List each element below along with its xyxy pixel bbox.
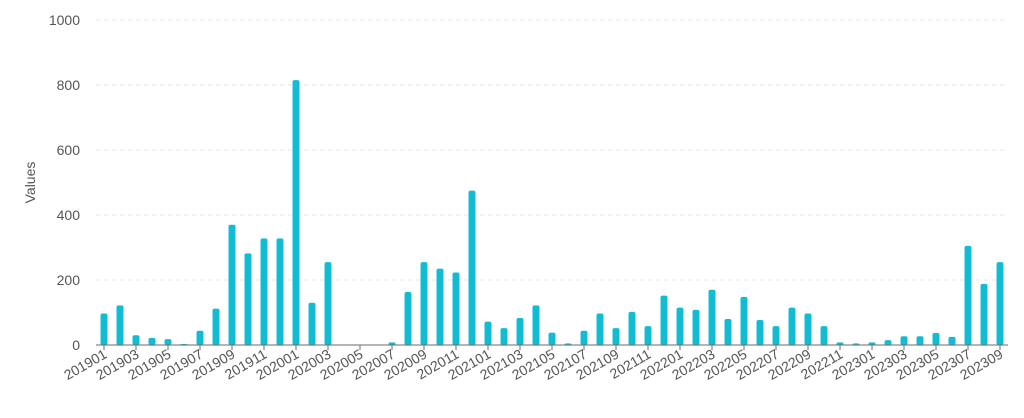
- bar-202208: [788, 307, 796, 345]
- bar-202012: [468, 190, 476, 345]
- bar-202107: [580, 330, 588, 345]
- bar-202306: [948, 336, 956, 345]
- bar-202109: [612, 328, 620, 345]
- bar-202003: [324, 262, 332, 345]
- bar-202211: [836, 342, 844, 345]
- y-tick-label: 200: [57, 272, 81, 288]
- bar-202302: [884, 340, 892, 345]
- bar-202007: [388, 342, 396, 345]
- bar-201911: [260, 238, 268, 345]
- bar-201908: [212, 308, 220, 345]
- y-tick-label: 0: [72, 337, 80, 353]
- bar-202110: [628, 311, 636, 345]
- bar-202207: [772, 326, 780, 345]
- bar-202009: [420, 262, 428, 345]
- bar-202108: [596, 313, 604, 345]
- bar-202103: [516, 318, 524, 345]
- bar-202112: [660, 295, 668, 345]
- bar-201912: [276, 238, 284, 345]
- bar-201907: [196, 330, 204, 345]
- bar-202303: [900, 336, 908, 345]
- bar-202301: [868, 342, 876, 345]
- bar-201901: [100, 313, 108, 345]
- x-axis-ticks: 2019012019032019052019072019092019112020…: [61, 345, 1006, 383]
- bar-201903: [132, 335, 140, 345]
- bar-202308: [980, 283, 988, 345]
- bar-201905: [164, 339, 172, 345]
- bar-202111: [644, 326, 652, 345]
- bar-202205: [740, 296, 748, 345]
- y-tick-label: 1000: [49, 12, 80, 28]
- bar-201910: [244, 253, 252, 345]
- bar-201909: [228, 224, 236, 345]
- bar-202002: [308, 302, 316, 345]
- bar-202102: [500, 328, 508, 345]
- bar-202011: [452, 272, 460, 345]
- y-tick-label: 800: [57, 77, 81, 93]
- bar-201904: [148, 337, 156, 345]
- bar-202204: [724, 319, 732, 345]
- bar-202001: [292, 80, 300, 345]
- bar-202304: [916, 336, 924, 345]
- bar-201902: [116, 305, 124, 345]
- y-axis-ticks: 0 200 400 600 800 1000: [49, 12, 80, 353]
- bar-202104: [532, 305, 540, 345]
- bar-202105: [548, 332, 556, 345]
- bar-202201: [676, 307, 684, 345]
- bar-202010: [436, 268, 444, 345]
- bar-202307: [964, 245, 972, 345]
- bar-202305: [932, 332, 940, 345]
- y-tick-label: 400: [57, 207, 81, 223]
- bar-202202: [692, 309, 700, 345]
- y-axis-title: Values: [22, 162, 38, 204]
- bar-202203: [708, 289, 716, 345]
- bar-202008: [404, 292, 412, 345]
- bar-202206: [756, 319, 764, 345]
- bar-202101: [484, 321, 492, 345]
- bar-202209: [804, 313, 812, 345]
- gridlines: [96, 19, 1008, 281]
- y-tick-label: 600: [57, 142, 81, 158]
- bar-series: [100, 80, 1004, 345]
- bar-202210: [820, 326, 828, 345]
- bar-202309: [996, 262, 1004, 345]
